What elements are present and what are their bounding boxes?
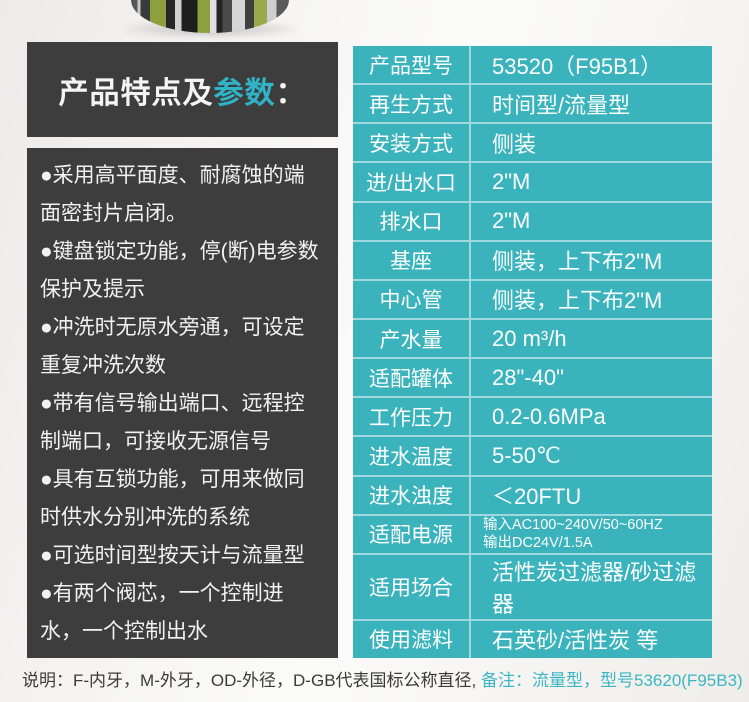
table-row: 进水温度 5-50℃ (353, 435, 712, 475)
spec-label: 使用滤料 (353, 620, 471, 658)
table-row: 产品型号 53520（F95B1） (353, 46, 712, 84)
spec-label: 适用场合 (353, 554, 471, 619)
spec-label: 基座 (353, 241, 471, 279)
spec-value: 活性炭过滤器/砂过滤器 (492, 559, 697, 617)
spec-label: 排水口 (353, 202, 471, 240)
spec-value: 28"-40" (492, 364, 564, 390)
spec-value: 侧装，上下布2"M (492, 288, 663, 314)
table-row: 适配罐体 28"-40" (353, 357, 712, 397)
table-row: 工作压力 0.2-0.6MPa (353, 396, 712, 436)
title-highlight: 参数 (213, 76, 276, 110)
spec-value: 时间型/流量型 (492, 92, 631, 118)
table-row: 基座 侧装，上下布2"M (353, 239, 712, 279)
spec-label: 工作压力 (353, 398, 471, 436)
title-prefix: 产品特点及 (58, 76, 214, 110)
table-row: 进/出水口 2"M (353, 161, 712, 201)
spec-value: 5-50℃ (492, 442, 561, 468)
table-row: 进水浊度 ＜20FTU (353, 474, 712, 514)
table-row: 产水量 20 m³/h (353, 317, 712, 358)
spec-value: 侧装，上下布2"M (492, 249, 663, 275)
feature-item: ●采用高平面度、耐腐蚀的端面密封片启闭。 (40, 164, 305, 225)
spec-value: 20 m³/h (492, 325, 567, 351)
spec-value: 0.2-0.6MPa (492, 403, 606, 429)
feature-item: ●冲洗时无原水旁通，可设定重复冲洗次数 (40, 316, 305, 377)
feature-item: ●带有信号输出端口、远程控制端口，可接收无源信号 (40, 392, 305, 453)
spec-label: 再生方式 (353, 85, 471, 123)
page-title: 产品特点及 参数： (27, 42, 338, 137)
spec-value: 侧装 (492, 131, 537, 157)
spec-value: 53520（F95B1） (492, 53, 662, 79)
table-row: 适用场合 活性炭过滤器/砂过滤器 (353, 552, 712, 619)
spec-table: 产品型号 53520（F95B1） 再生方式 时间型/流量型 安装方式 侧装 进… (353, 46, 712, 658)
table-row: 再生方式 时间型/流量型 (353, 83, 712, 123)
spec-value-line: 输出DC24V/1.5A (483, 535, 593, 552)
footnote-highlight: 备注：流量型，型号53620(F95B3) (481, 671, 743, 690)
footnote: 说明：F-内牙，M-外牙，OD-外径，D-GB代表国标公称直径, 备注：流量型，… (22, 666, 743, 691)
spec-value: 2"M (492, 168, 531, 194)
table-row: 适配电源 输入AC100~240V/50~60HZ 输出DC24V/1.5A (353, 513, 712, 553)
spec-label: 产品型号 (353, 46, 471, 84)
table-row: 排水口 2"M (353, 200, 712, 240)
spec-label: 产水量 (353, 319, 471, 358)
spec-label: 适配罐体 (353, 359, 471, 397)
table-row: 使用滤料 石英砂/活性炭 等 (353, 618, 712, 658)
feature-item: ●有两个阀芯，一个控制进水，一个控制出水 (40, 582, 284, 643)
spec-value-line: 输入AC100~240V/50~60HZ (483, 517, 663, 534)
spec-label: 进水温度 (353, 437, 471, 475)
spec-label: 进水浊度 (353, 476, 471, 514)
spec-value: ＜20FTU (492, 484, 582, 510)
spec-value: 2"M (492, 208, 531, 234)
title-suffix: ： (275, 76, 307, 110)
feature-item: ●可选时间型按天计与流量型 (40, 544, 305, 567)
spec-label: 安装方式 (353, 124, 471, 162)
spec-label: 中心管 (353, 280, 471, 318)
spec-value: 石英砂/活性炭 等 (492, 628, 659, 654)
feature-list: ●采用高平面度、耐腐蚀的端面密封片启闭。 ●键盘锁定功能，停(断)电参数保护及提… (27, 148, 338, 658)
table-row: 中心管 侧装，上下布2"M (353, 278, 712, 318)
spec-label: 适配电源 (353, 515, 471, 553)
table-row: 安装方式 侧装 (353, 122, 712, 162)
footnote-normal: 说明：F-内牙，M-外牙，OD-外径，D-GB代表国标公称直径, (22, 671, 477, 690)
spec-value: 输入AC100~240V/50~60HZ 输出DC24V/1.5A (471, 516, 712, 553)
feature-item: ●具有互锁功能，可用来做同时供水分别冲洗的系统 (40, 468, 305, 529)
spec-label: 进/出水口 (353, 163, 471, 201)
feature-item: ●键盘锁定功能，停(断)电参数保护及提示 (40, 240, 319, 301)
